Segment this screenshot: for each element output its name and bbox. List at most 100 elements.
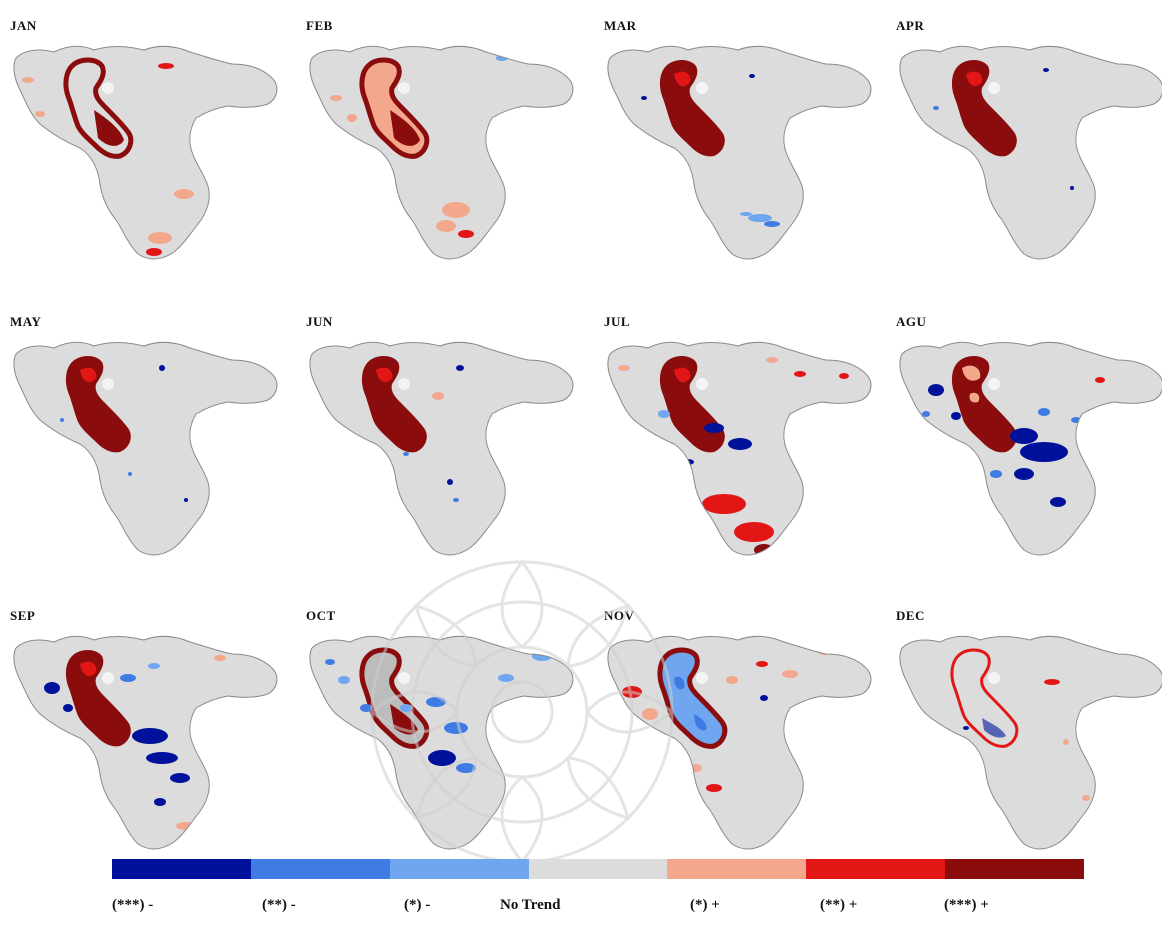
trend-patch — [360, 704, 372, 712]
panel-month-label: AGU — [896, 314, 927, 329]
trend-patch — [400, 704, 412, 712]
trend-patch — [704, 423, 724, 433]
trend-patch — [22, 77, 34, 83]
basin-map — [899, 45, 1162, 260]
lake-trend — [80, 367, 97, 383]
basin-area — [309, 636, 573, 850]
legend-swatch — [389, 859, 529, 879]
trend-patch — [794, 371, 806, 377]
basin-map — [899, 635, 1162, 850]
trend-patch — [658, 410, 670, 418]
basin-area — [13, 342, 277, 556]
trend-patch — [453, 498, 459, 502]
trend-patch — [1043, 68, 1049, 72]
trend-patch — [740, 212, 752, 216]
trend-patch — [764, 221, 780, 227]
lake-trend — [966, 71, 983, 87]
basin-map — [607, 635, 872, 850]
trend-patch — [44, 682, 60, 694]
basin-map — [607, 45, 872, 260]
trend-patch — [148, 663, 160, 669]
trend-patch — [35, 111, 45, 117]
lake-island — [696, 82, 708, 94]
trend-patch — [782, 670, 798, 678]
trend-patch — [1070, 186, 1074, 190]
basin-outline — [309, 45, 574, 260]
lake-island — [696, 378, 708, 390]
map-panel: APR — [896, 18, 1162, 318]
trend-patch — [428, 750, 456, 766]
trend-patch — [120, 674, 136, 682]
lake-island — [398, 672, 410, 684]
lake-trend — [674, 367, 691, 383]
lake-trend — [982, 718, 1006, 738]
trend-patch — [532, 651, 552, 661]
lake-trend — [659, 60, 725, 157]
basin-area — [899, 46, 1162, 259]
lake-trend — [674, 71, 691, 87]
trend-patch — [933, 106, 939, 110]
basin-outline — [607, 635, 872, 850]
basin-area — [309, 342, 573, 556]
basin-map — [309, 635, 574, 850]
trend-patch — [128, 472, 132, 476]
legend-label: (***) - — [112, 897, 154, 913]
trend-patch — [1038, 408, 1050, 416]
panel-month-label: JUN — [306, 314, 333, 329]
panel-month-label: JUL — [604, 314, 631, 329]
trend-patch — [63, 704, 73, 712]
trend-patch — [456, 763, 476, 773]
lake-trend — [80, 661, 97, 677]
trend-patch — [338, 676, 350, 684]
basin-map — [309, 341, 574, 556]
trend-patch — [639, 431, 649, 437]
trend-patch — [928, 384, 944, 396]
trend-patch — [184, 498, 188, 502]
lake-island — [988, 672, 1000, 684]
lake-shore-trend — [63, 57, 134, 159]
legend-swatch — [945, 859, 1085, 879]
lake-trend — [962, 365, 981, 381]
trend-patch — [436, 220, 456, 232]
basin-map — [899, 341, 1162, 556]
legend-swatch — [250, 859, 390, 879]
map-panel: JUL — [604, 314, 894, 614]
trend-patch — [426, 697, 446, 707]
basin-outline — [607, 45, 872, 260]
trend-patch — [442, 202, 470, 218]
trend-patch — [726, 676, 738, 684]
trend-patch — [748, 214, 772, 222]
lake-trend — [361, 356, 427, 453]
legend-label: (***) + — [944, 897, 989, 913]
trend-patch — [1010, 428, 1038, 444]
trend-patch — [641, 96, 647, 100]
trend-patch — [702, 494, 746, 514]
lake-trend — [674, 676, 685, 690]
basin-outline — [607, 341, 872, 556]
lake-island — [102, 378, 114, 390]
trend-patch — [444, 722, 468, 734]
trend-patch — [626, 723, 642, 733]
basin-outline — [899, 341, 1162, 556]
lake-island — [102, 82, 114, 94]
trend-patch — [990, 470, 1002, 478]
basin-map — [13, 45, 278, 260]
trend-patch — [618, 365, 630, 371]
lake-trend — [390, 110, 420, 146]
map-panel: SEP — [10, 608, 300, 908]
lake-shore-trend — [950, 648, 1019, 748]
trend-patch — [447, 479, 453, 485]
map-panel: JAN — [10, 18, 300, 318]
trend-patch — [1050, 497, 1066, 507]
basin-area — [899, 636, 1162, 849]
lake-trend — [951, 60, 1017, 157]
map-panel: JUN — [306, 314, 596, 614]
legend: (***) - (**) - (*) - No Trend (*) + (**) + (**… — [112, 855, 1087, 935]
trend-patch — [198, 838, 214, 846]
trend-patch — [146, 248, 162, 256]
trend-patch — [60, 418, 64, 422]
map-panel: MAR — [604, 18, 894, 318]
legend-swatch — [667, 859, 807, 879]
legend-swatch — [806, 859, 946, 879]
basin-outline — [13, 341, 278, 556]
